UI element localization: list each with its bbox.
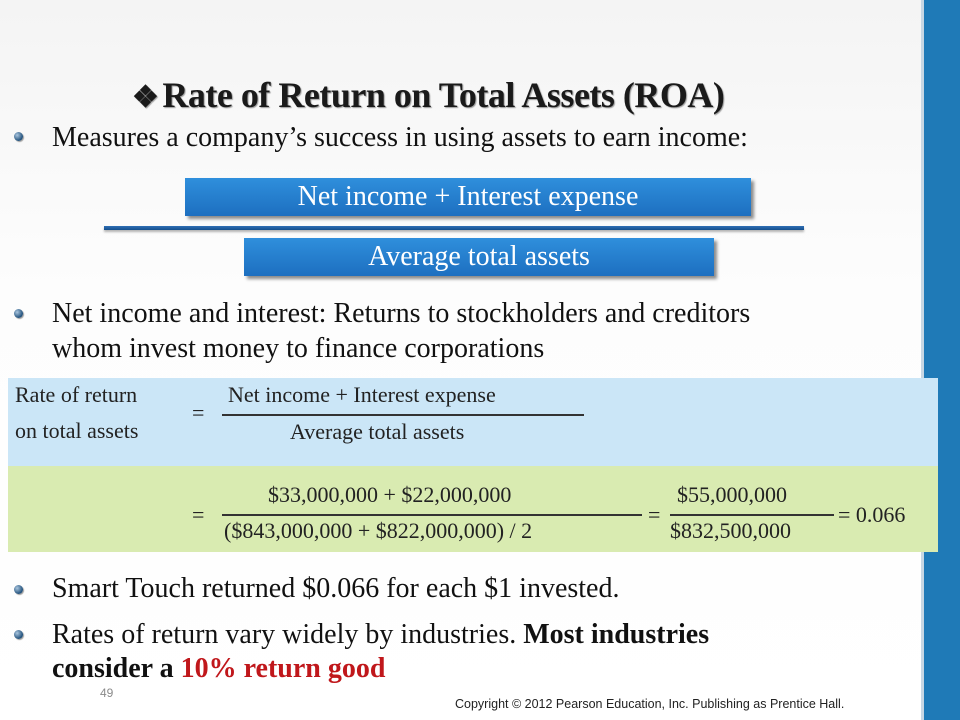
bullet-2-line-2: whom invest money to finance corporation… (52, 333, 545, 364)
bullet-icon (14, 585, 23, 594)
bullet-4-bold-text: Most industries (523, 619, 710, 650)
bullet-icon (14, 132, 23, 141)
result-denominator: $832,500,000 (670, 518, 791, 543)
diamond-bullet-icon: ❖ (132, 81, 159, 114)
page-number: 49 (100, 686, 114, 700)
right-accent-bar (924, 0, 960, 720)
equals-sign: = (648, 502, 661, 527)
bullet-2-line-1: Net income and interest: Returns to stoc… (52, 298, 751, 329)
panel-fraction-line (222, 414, 584, 416)
bullet-4-line-2: consider a 10% return good (52, 651, 385, 686)
roa-result: = 0.066 (838, 502, 906, 527)
roa-label-line-1: Rate of return (15, 382, 138, 407)
title-text: Rate of Return on Total Assets (ROA) (162, 75, 725, 115)
formula-fraction-line (104, 226, 804, 230)
bullet-4-line-1: Rates of return vary widely by industrie… (52, 617, 709, 652)
calc-fraction-line (222, 514, 642, 516)
slide-title: ❖ Rate of Return on Total Assets (ROA) (132, 74, 725, 116)
bullet-icon (14, 630, 23, 639)
panel-numerator: Net income + Interest expense (228, 382, 496, 407)
formula-panel (8, 378, 938, 466)
calculation-panel (8, 466, 938, 552)
bullet-4-plain-text: Rates of return vary widely by industrie… (52, 619, 524, 650)
calc-denominator: ($843,000,000 + $822,000,000) / 2 (224, 518, 533, 543)
equals-sign: = (192, 400, 205, 425)
formula-numerator-box: Net income + Interest expense (185, 178, 751, 216)
copyright-notice: Copyright © 2012 Pearson Education, Inc.… (455, 697, 845, 711)
result-fraction-line (670, 514, 834, 516)
bullet-icon (14, 309, 23, 318)
bullet-1-text: Measures a company’s success in using as… (52, 122, 748, 153)
calc-numerator: $33,000,000 + $22,000,000 (268, 482, 512, 507)
equals-sign: = (192, 502, 205, 527)
result-numerator: $55,000,000 (677, 482, 787, 507)
bullet-4-highlight: 10% return good (180, 653, 386, 684)
panel-denominator: Average total assets (290, 419, 465, 444)
roa-label-line-2: on total assets (15, 418, 139, 443)
right-accent-edge (921, 0, 924, 720)
formula-denominator-box: Average total assets (244, 238, 714, 276)
bullet-3-text: Smart Touch returned $0.066 for each $1 … (52, 573, 620, 604)
bullet-4-bold-text-2: consider a (52, 653, 181, 684)
